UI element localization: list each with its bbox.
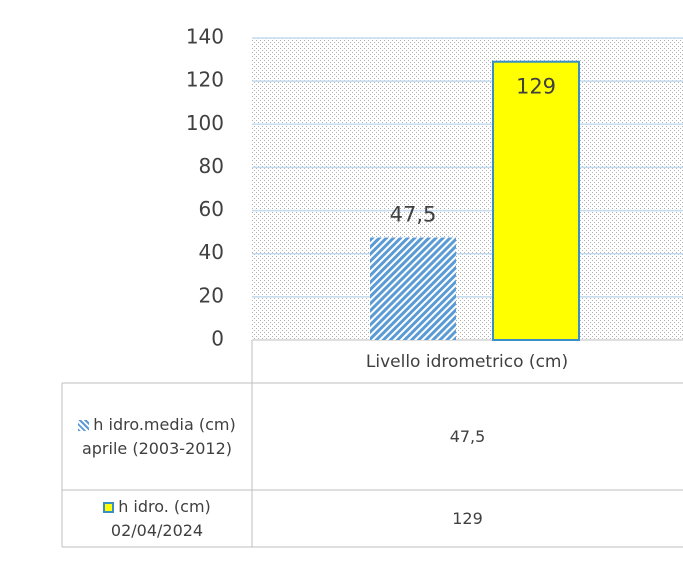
x-category-label: Livello idrometrico (cm) [366,352,568,372]
y-tick-label: 120 [186,68,224,92]
legend-key [78,419,90,431]
y-tick-label: 80 [199,154,224,178]
data-label: 129 [516,75,556,99]
table-value: 47,5 [449,426,486,446]
legend-label: h idro.media (cm) aprile (2003-2012) [81,414,236,458]
y-tick-label: 0 [211,327,224,351]
legend-label: h idro. (cm) 02/04/2024 [110,496,211,540]
y-tick-label: 60 [199,197,224,221]
y-tick-label: 40 [199,240,224,264]
y-tick-label: 140 [186,25,224,49]
bar [370,237,456,340]
table-value: 129 [452,508,483,528]
plot-area [252,38,683,340]
legend-key [103,501,115,513]
y-tick-label: 100 [186,111,224,135]
legend-entry: h idro. (cm) 02/04/2024 [64,490,250,547]
legend-entry: h idro.media (cm) aprile (2003-2012) [64,383,250,490]
bar [492,60,580,341]
data-label: 47,5 [390,203,437,227]
y-tick-label: 20 [199,283,224,307]
table-lines [61,339,683,548]
